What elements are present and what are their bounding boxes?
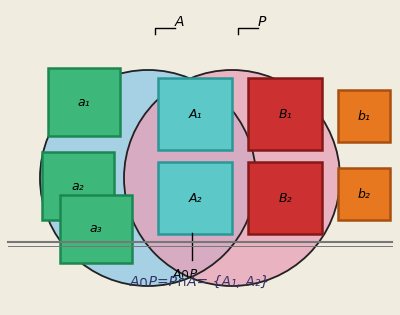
Text: b₁: b₁ bbox=[358, 110, 370, 123]
FancyBboxPatch shape bbox=[338, 90, 390, 142]
FancyBboxPatch shape bbox=[338, 168, 390, 220]
FancyBboxPatch shape bbox=[158, 162, 232, 234]
FancyBboxPatch shape bbox=[48, 68, 120, 136]
Text: P: P bbox=[258, 15, 266, 29]
Text: B₂: B₂ bbox=[278, 192, 292, 204]
Text: B₁: B₁ bbox=[278, 107, 292, 121]
Circle shape bbox=[40, 70, 256, 286]
Text: A₁: A₁ bbox=[188, 107, 202, 121]
Circle shape bbox=[124, 70, 340, 286]
Text: a₃: a₃ bbox=[90, 222, 102, 236]
Text: b₂: b₂ bbox=[358, 187, 370, 201]
Text: A∩P=P∩A= {A₁, A₂}: A∩P=P∩A= {A₁, A₂} bbox=[130, 275, 270, 289]
FancyBboxPatch shape bbox=[158, 78, 232, 150]
Text: A₂: A₂ bbox=[188, 192, 202, 204]
Text: A∩P: A∩P bbox=[172, 268, 198, 281]
Text: a₁: a₁ bbox=[78, 95, 90, 108]
FancyBboxPatch shape bbox=[248, 78, 322, 150]
FancyBboxPatch shape bbox=[60, 195, 132, 263]
Text: a₂: a₂ bbox=[72, 180, 84, 192]
Text: A: A bbox=[175, 15, 184, 29]
FancyBboxPatch shape bbox=[248, 162, 322, 234]
FancyBboxPatch shape bbox=[42, 152, 114, 220]
